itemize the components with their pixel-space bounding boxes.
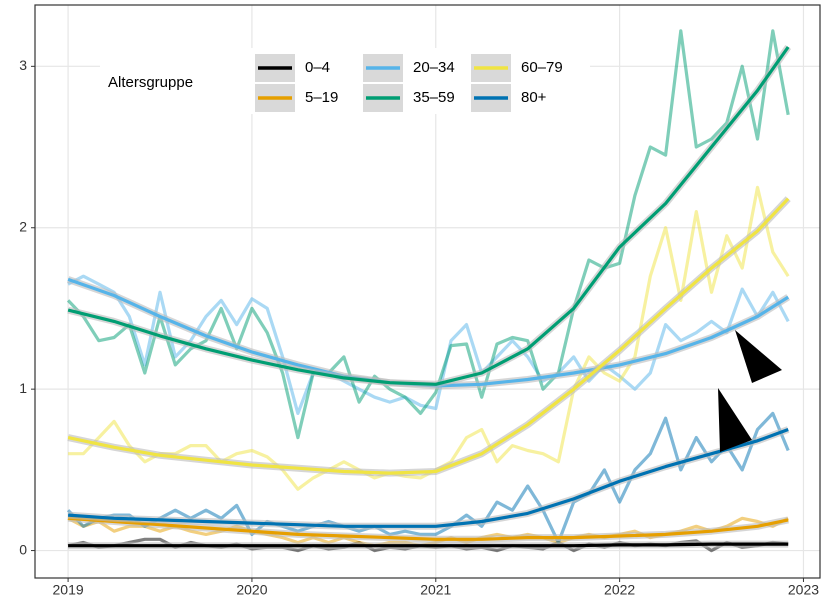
arrow [735,330,782,383]
y-tick-label: 1 [19,380,27,396]
x-tick-label: 2021 [420,582,451,598]
raw-line [66,29,790,440]
x-tick-label: 2023 [788,582,819,598]
x-tick-label: 2019 [53,582,84,598]
x-tick-label: 2022 [604,582,635,598]
x-tick-label: 2020 [236,582,267,598]
arrow [718,388,752,452]
legend-label: 0–4 [305,59,330,76]
y-tick-label: 0 [19,541,27,557]
legend-label: 5–19 [305,89,338,106]
legend-label: 60–79 [521,59,563,76]
trend-line [67,197,790,475]
legend-title: Altersgruppe [108,74,193,91]
trend-line [67,46,790,386]
panel-border [34,4,821,579]
trend-line [67,516,789,541]
y-tick-label: 2 [19,218,27,234]
trend-line [68,542,789,548]
legend-label: 80+ [521,89,547,106]
raw-line [66,411,790,545]
legend-label: 35–59 [413,89,455,106]
y-tick-label: 3 [19,57,27,73]
legend-label: 20–34 [413,59,455,76]
legend: Altersgruppe 0–4 5–19 20–34 35–59 60–79 80+ [100,48,590,114]
trend-line [67,427,789,528]
